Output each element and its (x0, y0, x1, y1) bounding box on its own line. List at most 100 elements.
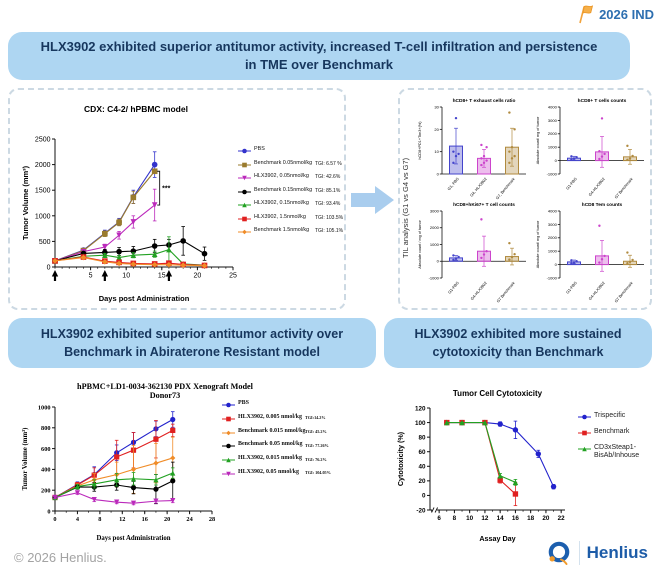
svg-text:0: 0 (437, 171, 440, 176)
svg-text:4: 4 (76, 516, 80, 523)
svg-text:CDX: C4-2/ hPBMC model: CDX: C4-2/ hPBMC model (84, 104, 188, 114)
legend-tgi-value: TGI: 42.6% (315, 174, 341, 180)
svg-text:Tumor Cell Cytotoxicity: Tumor Cell Cytotoxicity (453, 389, 543, 398)
svg-text:-1000: -1000 (547, 171, 558, 176)
svg-text:G1, PBS: G1, PBS (446, 176, 460, 191)
svg-text:G4-HLX3902: G4-HLX3902 (469, 280, 487, 301)
legend-marker-icon (238, 216, 251, 221)
svg-text:100: 100 (415, 420, 426, 427)
chart-tumor-cell-cytotoxicity: Tumor Cell Cytotoxicity -20 0 20 40 60 80 100 12… (396, 389, 565, 543)
ind-label: 2026 IND (599, 7, 654, 22)
legend-item: Benchmark 0.015 nmol/kg TGI: 45.2% (222, 428, 362, 437)
legend-marker-icon (238, 229, 251, 235)
flag-icon (579, 5, 594, 24)
legend-tgi-value: TGI: 104.05% (305, 470, 331, 476)
svg-text:15: 15 (158, 273, 166, 280)
legend-marker-icon (578, 414, 591, 420)
svg-text:-1000: -1000 (547, 275, 558, 280)
svg-text:120: 120 (415, 405, 426, 412)
svg-text:1000: 1000 (35, 213, 51, 220)
legend-label: Benchmark (594, 428, 630, 435)
legend-marker-icon (578, 446, 591, 452)
svg-text:20: 20 (194, 273, 202, 280)
svg-text:Tumor Volume (mm³): Tumor Volume (mm³) (21, 165, 30, 240)
svg-text:12: 12 (119, 516, 125, 523)
svg-text:14: 14 (497, 515, 505, 522)
svg-text:-20: -20 (416, 507, 426, 514)
legend-marker-icon (222, 430, 235, 435)
svg-text:G4-HLX3902: G4-HLX3902 (587, 280, 605, 301)
legend-marker-icon (222, 471, 235, 477)
svg-text:30: 30 (434, 104, 439, 109)
svg-text:3000: 3000 (430, 208, 440, 213)
svg-text:3000: 3000 (548, 118, 558, 123)
legend-marker-icon (238, 189, 251, 194)
svg-text:10: 10 (466, 515, 474, 522)
legend-item: Benchmark 0.15nmol/kg TGI: 85.1% (238, 187, 344, 196)
svg-text:hCD8+PD1+Tim3+(%): hCD8+PD1+Tim3+(%) (418, 121, 422, 160)
svg-text:0: 0 (422, 493, 426, 500)
legend-tgi-value: TGI: 77.26% (305, 442, 329, 448)
legend-marker-icon (238, 175, 251, 181)
legend-label: Benchmark 0.05nmol/kg (254, 159, 313, 166)
legend-tgi-value: TGI: 85.1% (315, 187, 341, 194)
svg-text:Cytotoxicity (%): Cytotoxicity (%) (396, 431, 405, 486)
svg-text:4000: 4000 (548, 104, 558, 109)
legend-label: Trispecific (594, 412, 626, 419)
legend-pdx: PBS HLX3902, 0.005 nmol/kg TGI:14.2% Benchm… (222, 400, 362, 483)
svg-text:18: 18 (527, 515, 535, 522)
legend-label: HLX3902, 0.05nmol/kg (254, 173, 309, 179)
legend-label: PBS (254, 146, 265, 152)
svg-text:8: 8 (98, 516, 101, 523)
svg-text:10: 10 (434, 149, 439, 154)
legend-label: PBS (238, 400, 250, 406)
svg-text:hCD8+ T exhaust cells ratio: hCD8+ T exhaust cells ratio (453, 98, 516, 104)
svg-text:60: 60 (418, 449, 426, 456)
svg-text:hCD8+hKi67+ T cell counts: hCD8+hKi67+ T cell counts (453, 202, 515, 208)
legend-label: Benchmark 0.15nmol/kg (254, 186, 313, 193)
legend-item: PBS (238, 146, 344, 155)
legend-label: HLX3902, 0.015 nmol/kg (238, 455, 303, 462)
svg-text:80: 80 (418, 434, 426, 441)
til-side-label: TIL analysis (G1 vs G4 vs G7) (401, 157, 410, 258)
legend-tgi-value: TGI: 93.4% (315, 201, 341, 207)
legend-cdx: PBS Benchmark 0.05nmol/kg TGI: 6.57 % HLX39… (238, 146, 344, 241)
legend-label: HLX3902, 0.05 nmol/kg (238, 468, 300, 475)
svg-text:200: 200 (41, 487, 50, 494)
svg-text:1000: 1000 (38, 404, 51, 411)
svg-text:0: 0 (555, 158, 558, 163)
legend-item: Trispecific (578, 412, 660, 421)
banner-abiraterone-text: HLX3902 exhibited superior antitumor act… (40, 326, 344, 359)
chart-ki67-t-cell-counts: hCD8+hKi67+ T cell counts -1000 0 1000 2000 3… (418, 202, 526, 304)
svg-text:G1-PBS: G1-PBS (447, 280, 460, 294)
logo-divider (578, 541, 580, 565)
banner-cytotoxicity-text: HLX3902 exhibited more sustained cytotox… (414, 326, 622, 359)
legend-item: Benchmark 0.05 nmol/kg TGI: 77.26% (222, 441, 362, 450)
svg-text:0: 0 (555, 262, 558, 267)
panel-til (398, 88, 652, 310)
legend-marker-icon (222, 457, 235, 463)
svg-text:***: *** (162, 186, 170, 193)
legend-tgi-value: TGI: 105.1% (315, 228, 344, 234)
legend-item: Benchmark 1.5nmol/kg TGI: 105.1% (238, 227, 344, 236)
legend-tgi-value: TGI:14.2% (305, 415, 326, 421)
legend-item: HLX3902, 0.005 nmol/kg TGI:14.2% (222, 414, 362, 423)
legend-tgi-value: TGI: 45.2% (305, 429, 327, 435)
legend-item: HLX3902, 0.05 nmol/kg TGI: 104.05% (222, 469, 362, 478)
svg-text:0: 0 (47, 508, 50, 515)
svg-text:12: 12 (481, 515, 489, 522)
legend-item: HLX3902, 0.015 nmol/kg TGI: 76.2% (222, 455, 362, 464)
svg-text:20: 20 (418, 478, 426, 485)
svg-text:8: 8 (453, 515, 457, 522)
svg-text:hCD8+ T cells counts: hCD8+ T cells counts (578, 98, 627, 104)
legend-label: Benchmark 0.05 nmol/kg (238, 441, 303, 448)
svg-text:20: 20 (542, 515, 550, 522)
henlius-logo-icon (548, 541, 569, 565)
svg-text:40: 40 (418, 464, 426, 471)
svg-text:Absolute count/ mg of tumor: Absolute count/ mg of tumor (536, 220, 540, 268)
banner-main-text: HLX3902 exhibited superior antitumor act… (40, 38, 598, 72)
legend-item: CD3xSteap1-BisAb/Inhouse (578, 444, 660, 460)
svg-text:1000: 1000 (430, 242, 440, 247)
chart-cdx-tumor-volume: CDX: C4-2/ hPBMC model 0 500 1000 1500 2000 25… (21, 104, 237, 303)
